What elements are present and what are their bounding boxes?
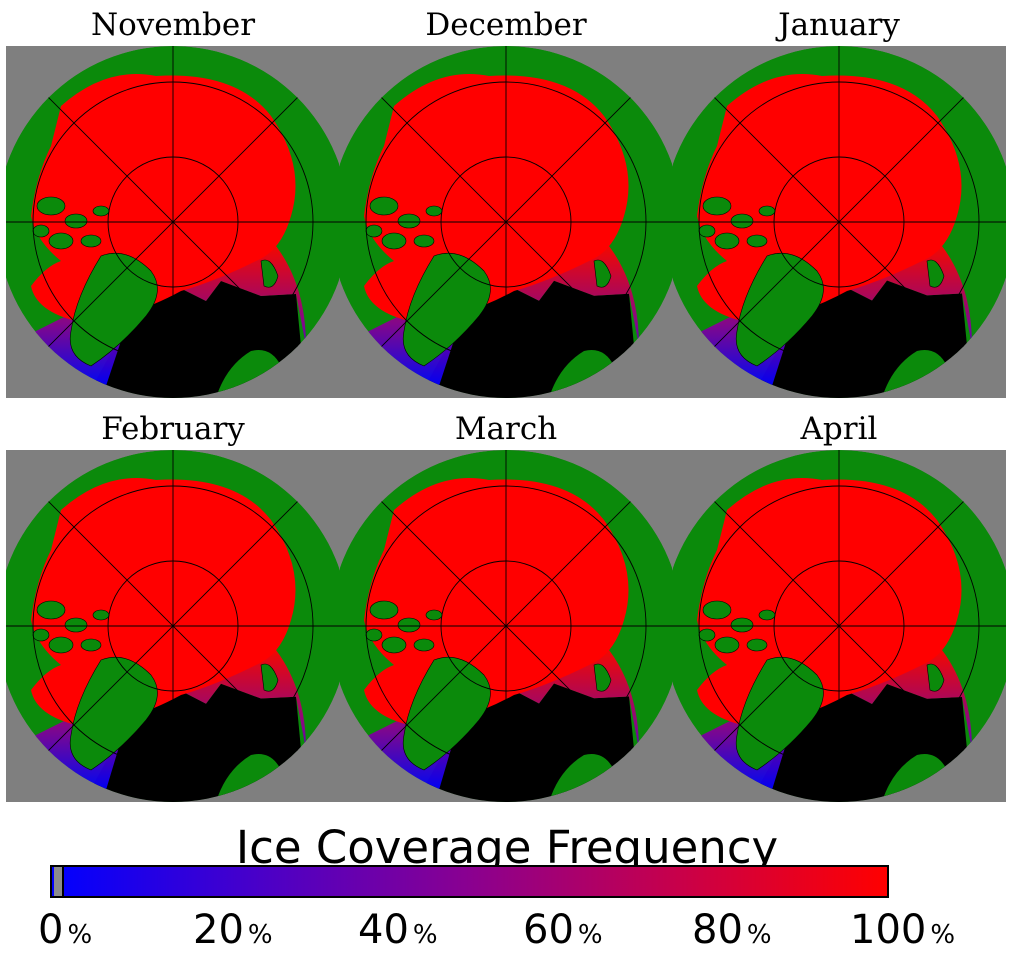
- island: [714, 636, 740, 654]
- colorbar-tick-0: 0%: [38, 908, 92, 960]
- island: [369, 196, 399, 216]
- meridian-line: [339, 450, 673, 802]
- island: [80, 234, 102, 248]
- island: [36, 600, 66, 620]
- colorbar-tick-20: 20%: [193, 908, 273, 960]
- panel-title-november: November: [90, 7, 256, 43]
- island: [730, 213, 754, 229]
- tick-value: 60: [523, 907, 574, 953]
- panel-title-december: December: [425, 7, 587, 43]
- colorbar-title: Ice Coverage Frequency: [235, 821, 779, 874]
- arctic-map-svg: [339, 46, 673, 398]
- island: [64, 213, 88, 229]
- tick-unit: %: [412, 920, 438, 950]
- island: [698, 628, 716, 642]
- arctic-map-svg: [6, 46, 340, 398]
- island: [758, 205, 776, 217]
- panel-title-march: March: [454, 411, 558, 447]
- tick-unit: %: [930, 920, 956, 950]
- island: [80, 638, 102, 652]
- island: [32, 628, 50, 642]
- arctic-map-svg: [6, 450, 340, 802]
- island: [413, 638, 435, 652]
- island: [48, 232, 74, 250]
- island: [746, 638, 768, 652]
- arctic-map-svg: [672, 450, 1006, 802]
- island: [698, 224, 716, 238]
- island: [702, 196, 732, 216]
- svalbard: [260, 663, 279, 692]
- svalbard: [260, 259, 279, 288]
- sea-ice-pack: [364, 74, 629, 321]
- island: [365, 628, 383, 642]
- sea-ice-pack: [364, 478, 629, 725]
- svalbard: [926, 663, 945, 692]
- island: [365, 224, 383, 238]
- island: [413, 234, 435, 248]
- tick-value: 40: [358, 907, 409, 953]
- map-panel-november: [6, 46, 340, 398]
- sea-ice-pack: [31, 478, 296, 725]
- sea-ice-pack: [31, 74, 296, 321]
- map-panel-april: [672, 450, 1006, 802]
- island: [425, 205, 443, 217]
- tick-unit: %: [746, 920, 772, 950]
- meridian-line: [6, 46, 340, 398]
- island: [730, 617, 754, 633]
- panel-title-january: January: [778, 7, 900, 43]
- svalbard: [593, 259, 612, 288]
- colorbar-tick-60: 60%: [523, 908, 603, 960]
- island: [92, 205, 110, 217]
- island: [702, 600, 732, 620]
- island: [746, 234, 768, 248]
- island: [36, 196, 66, 216]
- island: [758, 609, 776, 621]
- tick-unit: %: [67, 920, 93, 950]
- island: [425, 609, 443, 621]
- tick-unit: %: [577, 920, 603, 950]
- svalbard: [926, 259, 945, 288]
- meridian-line: [6, 450, 340, 802]
- arctic-map-svg: [672, 46, 1006, 398]
- colorbar-under-swatch: [54, 867, 64, 896]
- tick-value: 20: [193, 907, 244, 953]
- panel-title-april: April: [800, 411, 878, 447]
- map-panel-december: [339, 46, 673, 398]
- island: [369, 600, 399, 620]
- meridian-line: [672, 450, 1006, 802]
- arctic-map-svg: [339, 450, 673, 802]
- island: [381, 636, 407, 654]
- island: [48, 636, 74, 654]
- tick-value: 0: [38, 907, 64, 953]
- colorbar: [50, 865, 889, 898]
- island: [397, 617, 421, 633]
- tick-value: 80: [692, 907, 743, 953]
- meridian-line: [339, 46, 673, 398]
- tick-unit: %: [247, 920, 273, 950]
- panel-title-february: February: [101, 411, 245, 447]
- island: [714, 232, 740, 250]
- meridian-line: [672, 46, 1006, 398]
- sea-ice-pack: [697, 478, 962, 725]
- sea-ice-pack: [697, 74, 962, 321]
- map-panel-february: [6, 450, 340, 802]
- island: [32, 224, 50, 238]
- svalbard: [593, 663, 612, 692]
- tick-value: 100: [850, 907, 927, 953]
- map-panel-january: [672, 46, 1006, 398]
- island: [92, 609, 110, 621]
- map-panel-march: [339, 450, 673, 802]
- colorbar-tick-40: 40%: [358, 908, 438, 960]
- island: [397, 213, 421, 229]
- island: [64, 617, 88, 633]
- colorbar-tick-100: 100%: [850, 908, 955, 960]
- island: [381, 232, 407, 250]
- colorbar-tick-80: 80%: [692, 908, 772, 960]
